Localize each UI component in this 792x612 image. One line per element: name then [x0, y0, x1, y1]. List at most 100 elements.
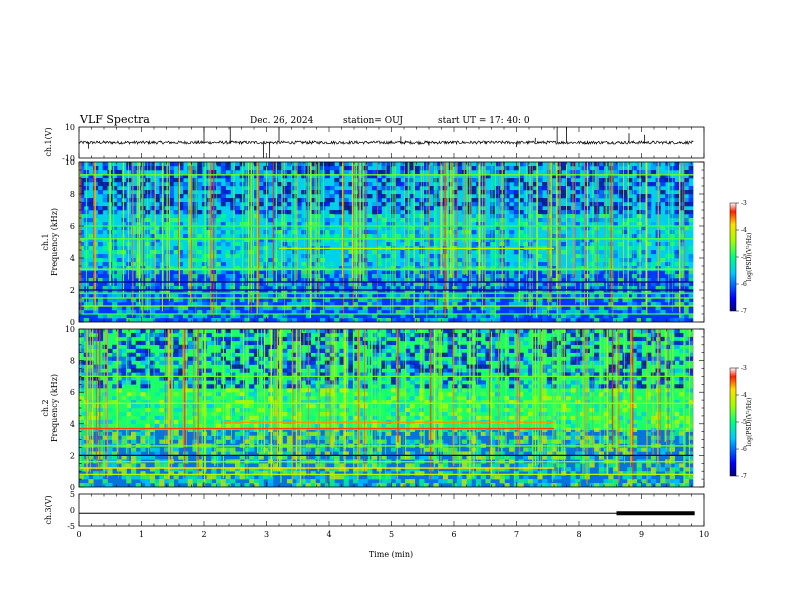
ch2-spectrogram-cell	[475, 471, 482, 476]
ch1-spectrogram-cell	[537, 302, 543, 307]
ch1-spectrogram-cell	[390, 186, 397, 191]
ch1-spectrogram-cell	[485, 286, 491, 291]
ch1-spectrogram-cell	[513, 202, 519, 207]
ch2-spectrogram-cell	[130, 344, 137, 350]
ch1-spectrogram-cell	[244, 174, 250, 179]
ch1-spectrogram-cell	[679, 282, 685, 287]
ch1-spectrogram-cell	[395, 222, 401, 227]
ch2-spectrogram-cell	[173, 435, 179, 440]
ch1-spectrogram-cell	[613, 186, 619, 191]
ch1-spectrogram-cell	[631, 238, 638, 243]
ch1-spectrogram-cell	[97, 254, 104, 259]
ch1-spectrogram-cell	[419, 234, 425, 239]
ch1-spectrogram-cell	[598, 310, 605, 315]
ch2-spectrogram-cell	[286, 344, 293, 350]
ch1-spectrogram-cell	[310, 170, 316, 175]
ch2-spectrogram-cell	[423, 372, 430, 377]
ch2-spectrogram-cell	[381, 400, 387, 405]
ch1-spectrogram-cell	[438, 306, 444, 311]
ch1-spectrogram-cell	[518, 314, 524, 319]
ch2-spectrogram-cell	[324, 388, 330, 393]
ch2-spectrogram-cell	[338, 475, 345, 480]
ch2-spectrogram-cell	[102, 467, 108, 472]
ch1-spectrogram-cell	[182, 186, 189, 191]
ch1-spectrogram-cell	[277, 198, 283, 203]
ch1-spectrogram-cell	[234, 290, 241, 295]
ch1-spectrogram-cell	[310, 186, 316, 191]
ch1-spectrogram-cell	[348, 250, 354, 255]
ch2-spectrogram-cell	[253, 372, 260, 377]
ch1-spectrogram-cell	[466, 270, 472, 275]
ch1-spectrogram-cell	[485, 190, 491, 195]
ch1-spectrogram-cell	[192, 182, 198, 187]
ch1-spectrogram-cell	[149, 246, 156, 251]
ch1-spectrogram-cell	[201, 302, 208, 307]
ch1-spectrogram-cell	[679, 250, 685, 255]
ch2-spectrogram-cell	[409, 360, 416, 365]
ch1-spectrogram-cell	[452, 178, 458, 183]
ch2-spectrogram-cell	[343, 388, 349, 393]
ch1-spectrogram-cell	[466, 314, 472, 319]
ch1-spectrogram-cell	[480, 250, 486, 255]
ch1-spectrogram-cell	[112, 210, 118, 215]
ch2-spectrogram-cell	[145, 404, 151, 409]
ch2-spectrogram-cell	[381, 463, 387, 468]
ch1-spectrogram-cell	[88, 298, 94, 303]
ch2-spectrogram-cell	[253, 479, 260, 484]
ch1-spectrogram-cell	[230, 226, 236, 231]
ch1-spectrogram-cell	[428, 206, 434, 211]
ch1-spectrogram-cell	[650, 254, 657, 259]
ch2-spectrogram-cell	[159, 475, 165, 480]
ch2-spectrogram-cell	[116, 411, 123, 417]
ch2-spectrogram-cell	[390, 475, 397, 480]
ch1-spectrogram-cell	[381, 282, 387, 287]
ch1-spectrogram-cell	[490, 318, 496, 323]
ch2-spectrogram-cell	[130, 352, 137, 357]
ch2-spectrogram-cell	[130, 419, 137, 425]
ch1-spectrogram-cell	[494, 266, 501, 271]
ch1-spectrogram-cell	[154, 302, 160, 307]
ch1-spectrogram-cell	[598, 190, 605, 195]
ch1-spectrogram-cell	[471, 262, 477, 267]
ch1-spectrogram-cell	[561, 310, 567, 315]
ch2-spectrogram-cell	[79, 384, 85, 389]
ch1-spectrogram-cell	[286, 210, 293, 215]
ch2-spectrogram-cell	[126, 408, 132, 413]
ch2-spectrogram-cell	[216, 380, 222, 385]
ch1-spectrogram-cell	[376, 234, 382, 239]
ch1-spectrogram-cell	[608, 318, 614, 323]
ch1-spectrogram-cell	[561, 290, 567, 295]
ch1-spectrogram-cell	[414, 174, 420, 179]
ch2-spectrogram-cell	[475, 447, 482, 452]
ch1-spectrogram-cell	[192, 242, 198, 247]
ch1-spectrogram-cell	[329, 306, 335, 311]
ch1-spectrogram-cell	[343, 170, 349, 175]
ch1-spectrogram-cell	[405, 318, 411, 323]
ch2-spectrogram-cell	[216, 329, 222, 334]
ch2-spectrogram-cell	[475, 404, 482, 409]
ch1-spectrogram-cell	[277, 210, 283, 215]
ch1-spectrogram-cell	[244, 178, 250, 183]
ch2-spectrogram-cell	[253, 471, 260, 476]
ch1-spectrogram-cell	[296, 226, 302, 231]
ch1-spectrogram-cell	[485, 306, 491, 311]
ch1-spectrogram-cell	[438, 314, 444, 319]
ch2-spectrogram-cell	[480, 423, 486, 429]
ch1-spectrogram-cell	[617, 206, 623, 211]
ch2-spectrogram-cell	[230, 360, 236, 365]
ch1-spectrogram-cell	[452, 314, 458, 319]
ch1-spectrogram-cell	[556, 278, 562, 283]
ch1-spectrogram-cell	[88, 302, 94, 307]
ch1-spectrogram-cell	[230, 170, 236, 175]
ch2-spectrogram-cell	[249, 475, 255, 480]
ch2-spectrogram-cell	[126, 396, 132, 401]
ch2-spectrogram-cell	[282, 400, 288, 405]
ch2-spectrogram-cell	[272, 423, 278, 429]
ch1-spectrogram-cell	[414, 258, 420, 263]
ch1-spectrogram-cell	[286, 186, 293, 191]
ch2-spectrogram-cell	[149, 427, 156, 432]
ch1-spectrogram-cell	[216, 182, 222, 187]
ch2-spectrogram-cell	[135, 329, 141, 334]
ch1-spectrogram-cell	[594, 282, 600, 287]
ch1-spectrogram-cell	[173, 234, 179, 239]
